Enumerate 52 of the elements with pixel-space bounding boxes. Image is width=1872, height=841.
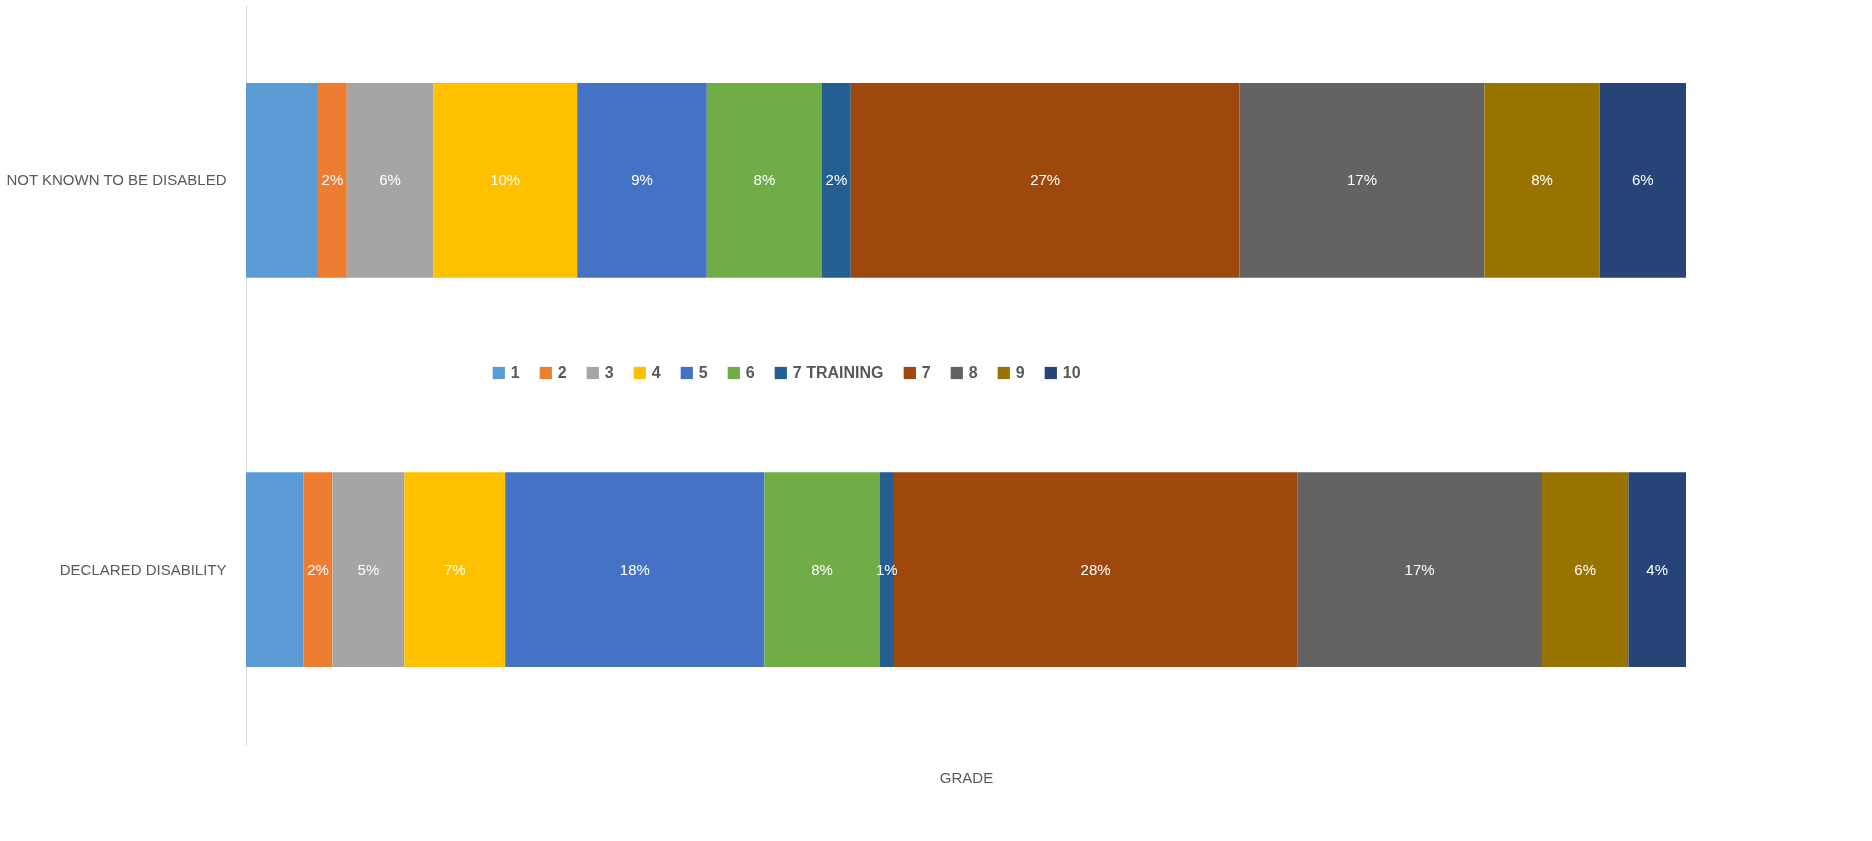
data-label: 7%	[443, 560, 466, 578]
bar	[1297, 472, 1542, 668]
data-label: 17%	[1346, 171, 1378, 189]
bar	[346, 82, 434, 278]
data-label: 8%	[811, 560, 833, 578]
data-label: 8%	[1531, 171, 1553, 189]
data-label: 9%	[631, 171, 653, 189]
x-axis-title: GRADE	[939, 768, 994, 786]
bar	[577, 82, 707, 278]
data-label: 27%	[1030, 171, 1061, 189]
data-label: 4%	[1646, 560, 1669, 578]
legend-label: 3	[604, 364, 614, 381]
data-label: 6%	[1631, 171, 1654, 189]
data-label: 18%	[619, 560, 650, 578]
data-label: 8%	[753, 171, 776, 189]
y-tick-label: NOT KNOWN TO BE DISABLED	[6, 171, 227, 189]
bar	[404, 472, 506, 668]
bar	[246, 472, 304, 668]
bar	[706, 82, 822, 278]
data-label: 10%	[490, 171, 521, 189]
bar	[1484, 82, 1600, 278]
legend-label: 6	[745, 364, 755, 381]
data-label: 6%	[379, 171, 401, 189]
bar	[318, 82, 347, 278]
data-label: 2%	[307, 560, 329, 578]
bar	[1628, 472, 1686, 668]
bar	[246, 82, 318, 278]
legend-label: 1	[510, 364, 520, 381]
bar	[303, 472, 333, 668]
bar	[1239, 82, 1485, 278]
legend-label: 7 TRAINING	[792, 364, 884, 381]
bar	[1542, 472, 1629, 668]
data-label: 17%	[1404, 560, 1435, 578]
data-label: 28%	[1080, 560, 1111, 578]
legend-label: 4	[651, 364, 661, 381]
bar	[850, 82, 1240, 278]
legend-label: 9	[1015, 364, 1025, 381]
bar	[1599, 82, 1686, 278]
y-tick-label: DECLARED DISABILITY	[59, 560, 227, 578]
bar	[822, 82, 851, 278]
data-label: 2%	[825, 171, 848, 189]
data-label: 2%	[321, 171, 344, 189]
bar	[332, 472, 405, 668]
legend-label: 8	[968, 364, 978, 381]
legend-label: 2	[557, 364, 567, 381]
data-label: 6%	[1574, 560, 1597, 578]
legend-label: 5	[698, 364, 708, 381]
legend-label: 10	[1062, 364, 1081, 381]
legend-label: 7	[921, 364, 931, 381]
bar	[433, 82, 578, 278]
bar	[505, 472, 765, 668]
data-label: 5%	[357, 560, 380, 578]
